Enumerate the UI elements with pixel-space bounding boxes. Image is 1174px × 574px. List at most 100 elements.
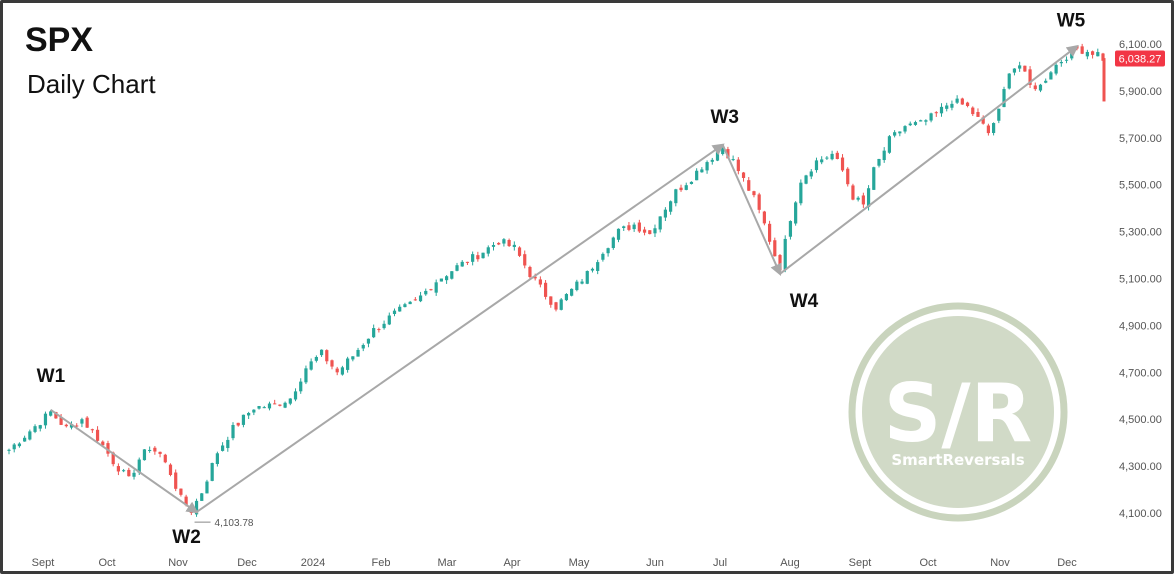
candle	[387, 312, 391, 326]
x-tick-label: Feb	[372, 557, 391, 569]
candle	[679, 184, 683, 192]
candle-body	[361, 344, 365, 349]
candle	[64, 423, 68, 428]
candle	[653, 224, 657, 238]
candle-body	[168, 464, 173, 475]
candle-body	[835, 152, 839, 159]
candle-body	[580, 281, 584, 284]
candle	[997, 108, 1001, 124]
candle-body	[267, 403, 272, 409]
candle-body	[570, 288, 574, 296]
candle	[80, 417, 84, 428]
candle	[168, 463, 173, 477]
candle-body	[559, 299, 563, 310]
candle-body	[278, 404, 282, 406]
candle	[267, 401, 272, 411]
candle	[257, 405, 261, 410]
candle-body	[1038, 84, 1043, 91]
candle	[762, 210, 766, 226]
candle	[747, 177, 751, 192]
candle-body	[7, 449, 11, 451]
candle-body	[648, 230, 652, 235]
candle-body	[445, 276, 449, 281]
candle	[934, 111, 938, 117]
candle	[507, 238, 511, 247]
candle	[335, 366, 339, 376]
candle-body	[64, 424, 68, 427]
candle	[382, 320, 386, 330]
candle	[1012, 68, 1017, 76]
candle-body	[585, 271, 589, 284]
candle	[1002, 86, 1006, 108]
candle-body	[866, 188, 871, 207]
candle-body	[658, 216, 662, 230]
candle-body	[293, 391, 298, 400]
candle-body	[1044, 80, 1048, 83]
candle-body	[632, 224, 636, 230]
candle-body	[637, 222, 641, 232]
wave-arrow	[721, 144, 782, 277]
candle	[893, 130, 897, 138]
candle	[148, 446, 152, 453]
candle	[205, 479, 209, 494]
candle-body	[804, 175, 808, 184]
candle	[825, 156, 829, 161]
candle	[549, 296, 553, 308]
candle-body	[356, 349, 360, 357]
candle-body	[200, 493, 204, 501]
candle	[502, 238, 506, 247]
candle	[231, 422, 235, 441]
candle	[570, 288, 574, 297]
candle	[642, 226, 647, 236]
candle	[252, 409, 256, 416]
candle	[877, 158, 881, 168]
candle	[919, 119, 923, 122]
candle-body	[741, 172, 746, 178]
wave-label-w2: W2	[172, 527, 201, 548]
candle	[247, 411, 251, 420]
candle-body	[965, 102, 970, 107]
candle-body	[481, 252, 485, 259]
candle	[346, 356, 350, 373]
candle-body	[669, 201, 673, 212]
candle	[809, 169, 813, 180]
candle-body	[392, 310, 397, 315]
candle	[1096, 48, 1100, 57]
candle	[38, 424, 42, 432]
candle	[101, 440, 105, 446]
candle	[12, 442, 16, 453]
candle	[523, 250, 527, 269]
candle-body	[882, 150, 886, 161]
candle	[767, 220, 772, 245]
x-tick-label: Sept	[32, 557, 55, 569]
candle-body	[549, 296, 553, 305]
candle-body	[465, 261, 470, 263]
y-tick-label: 5,500.00	[1119, 180, 1162, 192]
candle	[611, 236, 615, 250]
candle	[757, 192, 761, 214]
candle-body	[840, 157, 845, 171]
candle-body	[241, 414, 246, 425]
candle-body	[543, 282, 548, 297]
candle	[351, 356, 355, 362]
candle	[366, 338, 371, 348]
candle-body	[601, 253, 605, 260]
candle-body	[335, 368, 339, 373]
candle-body	[622, 226, 626, 229]
candle	[1059, 59, 1063, 67]
watermark-brand: SmartReversals	[891, 451, 1024, 469]
candle-body	[184, 496, 188, 506]
candle-body	[424, 290, 428, 295]
candle-body	[413, 299, 417, 301]
candle	[288, 398, 292, 406]
candle	[450, 271, 454, 280]
candle-body	[174, 472, 178, 489]
candle	[965, 101, 970, 108]
candle	[882, 147, 886, 163]
candle-body	[283, 402, 287, 408]
candle-body	[137, 459, 141, 473]
candle	[992, 122, 996, 136]
candle-body	[158, 451, 162, 454]
watermark-disc	[862, 316, 1054, 508]
